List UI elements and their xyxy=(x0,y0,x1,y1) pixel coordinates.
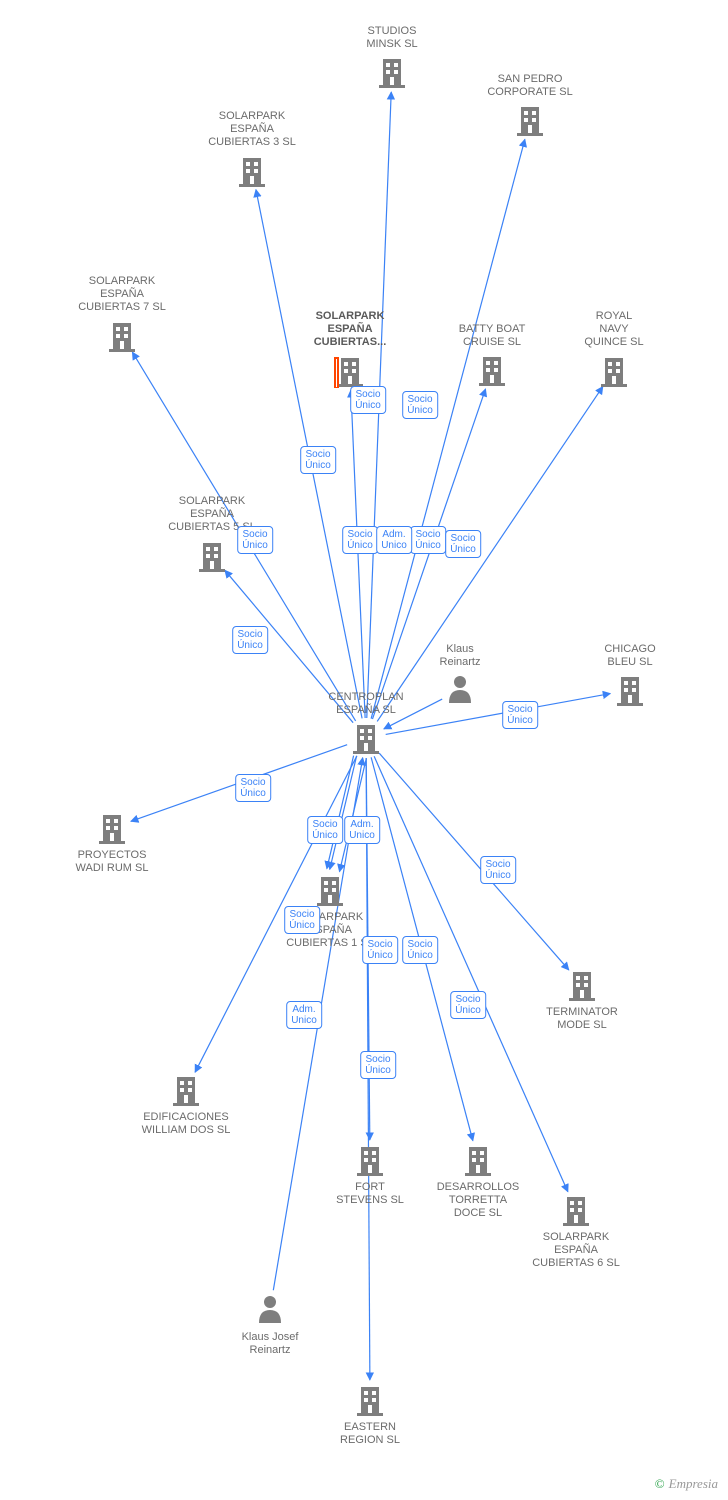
edge-label: Socio Único xyxy=(480,856,516,884)
edge-label: Adm. Unico xyxy=(286,1001,322,1029)
edge-label: Socio Único xyxy=(502,701,538,729)
edge-label: Socio Único xyxy=(237,526,273,554)
node-eastern_region[interactable]: EASTERN REGION SL xyxy=(315,1383,425,1447)
edge-centroplan-solarpark1 xyxy=(327,756,354,869)
node-label: STUDIOS MINSK SL xyxy=(337,25,447,51)
node-label: SOLARPARK ESPAÑA CUBIERTAS 6 SL xyxy=(521,1231,631,1271)
building-icon xyxy=(197,154,307,188)
building-icon xyxy=(295,354,405,388)
node-label: SOLARPARK ESPAÑA CUBIERTAS 7 SL xyxy=(67,275,177,315)
edge-label: Adm. Unico xyxy=(376,526,412,554)
building-icon xyxy=(315,1143,425,1177)
watermark-text: Empresia xyxy=(669,1476,718,1491)
building-icon xyxy=(521,1193,631,1227)
node-label: Klaus Josef Reinartz xyxy=(215,1331,325,1357)
edge-label: Socio Único xyxy=(360,1051,396,1079)
node-label: BATTY BOAT CRUISE SL xyxy=(437,323,547,349)
node-label: PROYECTOS WADI RUM SL xyxy=(57,849,167,875)
building-icon xyxy=(527,968,637,1002)
building-icon xyxy=(337,55,447,89)
node-proyectos_wadi[interactable]: PROYECTOS WADI RUM SL xyxy=(57,811,167,875)
person-icon xyxy=(215,1293,325,1327)
copyright-symbol: © xyxy=(655,1476,665,1491)
edge-centroplan-solarpark_cub xyxy=(351,390,365,718)
building-icon xyxy=(275,873,385,907)
node-label: EDIFICACIONES WILLIAM DOS SL xyxy=(131,1111,241,1137)
building-icon xyxy=(315,1383,425,1417)
node-label: DESARROLLOS TORRETTA DOCE SL xyxy=(423,1181,533,1221)
building-icon xyxy=(311,721,421,755)
edge-centroplan-solarpark1 xyxy=(330,756,357,869)
node-royal_navy[interactable]: ROYAL NAVY QUINCE SL xyxy=(559,310,669,388)
node-label: CHICAGO BLEU SL xyxy=(575,643,685,669)
node-solarpark6[interactable]: SOLARPARK ESPAÑA CUBIERTAS 6 SL xyxy=(521,1193,631,1271)
edge-label: Adm. Unico xyxy=(344,816,380,844)
node-label: TERMINATOR MODE SL xyxy=(527,1006,637,1032)
building-icon xyxy=(423,1143,533,1177)
building-icon xyxy=(131,1073,241,1107)
node-label: ROYAL NAVY QUINCE SL xyxy=(559,310,669,350)
edge-label: Socio Único xyxy=(450,991,486,1019)
building-icon xyxy=(437,353,547,387)
edge-label: Socio Único xyxy=(342,526,378,554)
edge-label: Socio Único xyxy=(300,446,336,474)
node-label: SOLARPARK ESPAÑA CUBIERTAS 3 SL xyxy=(197,110,307,150)
node-studios_minsk[interactable]: STUDIOS MINSK SL xyxy=(337,25,447,89)
node-solarpark7[interactable]: SOLARPARK ESPAÑA CUBIERTAS 7 SL xyxy=(67,275,177,353)
node-label: EASTERN REGION SL xyxy=(315,1421,425,1447)
node-label: SAN PEDRO CORPORATE SL xyxy=(475,73,585,99)
building-icon xyxy=(67,319,177,353)
building-icon xyxy=(575,673,685,707)
building-icon xyxy=(57,811,167,845)
node-solarpark_cub[interactable]: SOLARPARK ESPAÑA CUBIERTAS... xyxy=(295,310,405,388)
building-icon xyxy=(559,354,669,388)
building-icon xyxy=(475,103,585,137)
node-fort_stevens[interactable]: FORT STEVENS SL xyxy=(315,1143,425,1207)
edge-label: Socio Único xyxy=(232,626,268,654)
edge-label: Socio Único xyxy=(402,391,438,419)
node-terminator[interactable]: TERMINATOR MODE SL xyxy=(527,968,637,1032)
edge-label: Socio Único xyxy=(362,936,398,964)
edge-label: Socio Único xyxy=(284,906,320,934)
node-desarrollos_torretta[interactable]: DESARROLLOS TORRETTA DOCE SL xyxy=(423,1143,533,1221)
node-solarpark3[interactable]: SOLARPARK ESPAÑA CUBIERTAS 3 SL xyxy=(197,110,307,188)
node-chicago_bleu[interactable]: CHICAGO BLEU SL xyxy=(575,643,685,707)
edge-label: Socio Único xyxy=(402,936,438,964)
node-label: FORT STEVENS SL xyxy=(315,1181,425,1207)
node-label: SOLARPARK ESPAÑA CUBIERTAS... xyxy=(295,310,405,350)
edge-label: Socio Único xyxy=(307,816,343,844)
node-klaus_reinartz[interactable]: Klaus Reinartz xyxy=(405,643,515,708)
node-klaus_josef[interactable]: Klaus Josef Reinartz xyxy=(215,1293,325,1358)
node-san_pedro[interactable]: SAN PEDRO CORPORATE SL xyxy=(475,73,585,137)
person-icon xyxy=(405,673,515,707)
edge-centroplan-san_pedro xyxy=(371,139,525,718)
node-edif_william[interactable]: EDIFICACIONES WILLIAM DOS SL xyxy=(131,1073,241,1137)
node-label: Klaus Reinartz xyxy=(405,643,515,669)
node-batty_boat[interactable]: BATTY BOAT CRUISE SL xyxy=(437,323,547,387)
watermark: © Empresia xyxy=(655,1476,718,1492)
edge-label: Socio Único xyxy=(350,386,386,414)
edge-label: Socio Único xyxy=(445,530,481,558)
edge-label: Socio Único xyxy=(410,526,446,554)
edge-label: Socio Único xyxy=(235,774,271,802)
